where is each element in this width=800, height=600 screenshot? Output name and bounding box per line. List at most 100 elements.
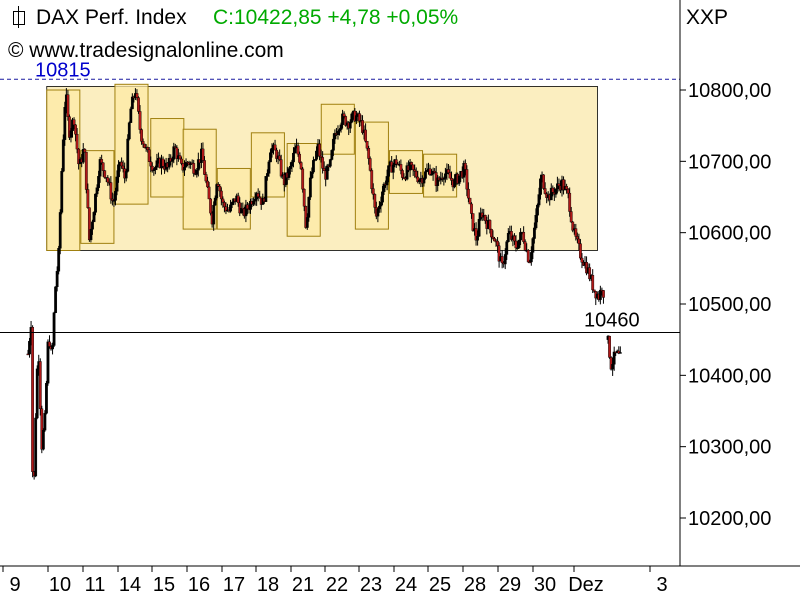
- candle-body: [505, 241, 509, 255]
- candle-body: [178, 155, 182, 160]
- candle-body: [588, 267, 592, 280]
- candle-body: [288, 166, 292, 169]
- candle-body: [330, 150, 334, 160]
- candle-body: [91, 221, 94, 230]
- candle-body: [608, 335, 611, 358]
- candle-body: [180, 158, 183, 164]
- candle-body: [106, 177, 110, 183]
- candle-body: [368, 158, 372, 171]
- candle-body: [367, 148, 371, 159]
- candle-body: [598, 289, 602, 300]
- candle-body: [83, 149, 87, 153]
- candle-body: [539, 178, 542, 195]
- candle-body: [140, 129, 143, 142]
- candle-body: [57, 248, 61, 272]
- x-tick-label: 11: [85, 574, 106, 596]
- candle-body: [476, 236, 480, 241]
- indicator-stem-icon: [18, 6, 19, 28]
- candle-body: [336, 130, 340, 135]
- candle-body: [443, 173, 447, 179]
- candle-body: [270, 148, 274, 153]
- candle-body: [448, 172, 452, 179]
- x-tick-label: 30: [534, 574, 556, 596]
- candle-body: [551, 187, 555, 193]
- candle-body: [568, 192, 572, 212]
- candle-body: [465, 169, 469, 190]
- candle-body: [522, 232, 526, 242]
- x-tick-label: 25: [429, 574, 451, 596]
- candle-body: [51, 345, 54, 350]
- chart-title: DAX Perf. Index: [36, 6, 187, 29]
- candle-body: [477, 218, 481, 237]
- candle-body: [575, 236, 579, 240]
- candle-body: [531, 238, 535, 253]
- candle-body: [382, 183, 386, 193]
- candle-body: [373, 194, 377, 208]
- candle-body: [554, 188, 558, 195]
- candle-body: [513, 235, 516, 242]
- candle-body: [450, 177, 453, 181]
- candle-body: [414, 170, 418, 178]
- candle-body: [129, 108, 133, 123]
- candle-body: [201, 148, 205, 161]
- candle-body: [574, 228, 578, 237]
- candle-body: [410, 162, 414, 166]
- sub-box: [80, 150, 115, 244]
- candle-body: [35, 368, 39, 419]
- candle-body: [348, 121, 352, 129]
- x-tick-label: 29: [499, 574, 521, 596]
- candle-body: [100, 159, 104, 164]
- candle-body: [399, 164, 403, 171]
- candle-body: [490, 228, 493, 238]
- candle-body: [514, 240, 518, 249]
- y-tick-label: 10600,00: [688, 223, 771, 245]
- candle-body: [94, 193, 97, 213]
- candle-body: [265, 173, 269, 177]
- y-tick-label: 10300,00: [688, 437, 771, 459]
- candle-body: [322, 168, 326, 172]
- candle-body: [81, 149, 85, 163]
- candle-body: [302, 188, 306, 207]
- candle-body: [61, 139, 65, 172]
- candle-body: [307, 196, 311, 218]
- candle-body: [591, 275, 595, 291]
- candle-body: [301, 168, 305, 190]
- candle-body: [207, 186, 211, 200]
- candle-body: [149, 161, 153, 167]
- candle-body: [602, 290, 605, 298]
- indicator-checkbox-icon[interactable]: [13, 11, 25, 25]
- candle-body: [305, 217, 309, 228]
- candle-body: [31, 327, 35, 472]
- candle-body: [483, 215, 487, 222]
- candle-body: [68, 116, 71, 138]
- candle-body: [411, 164, 415, 170]
- x-tick-label: 9: [9, 574, 20, 596]
- symbol-label: XXP: [686, 6, 729, 29]
- candle-body: [350, 113, 354, 123]
- candle-body: [138, 111, 142, 130]
- candle-body: [48, 341, 51, 347]
- candle-body: [290, 161, 294, 167]
- x-tick-label: 23: [360, 574, 382, 596]
- candle-body: [379, 201, 383, 207]
- candle-body: [526, 250, 530, 263]
- candle-body: [569, 211, 573, 223]
- candle-body: [425, 169, 429, 172]
- candle-body: [424, 171, 427, 179]
- candle-body: [278, 155, 282, 160]
- candle-body: [365, 141, 369, 149]
- candle-body: [519, 232, 522, 241]
- candle-body: [97, 176, 100, 188]
- candle-body: [230, 202, 234, 206]
- candle-body: [130, 96, 134, 110]
- candle-body: [534, 215, 538, 229]
- candle-body: [523, 241, 527, 251]
- candle-body: [98, 159, 102, 177]
- candle-body: [34, 417, 38, 477]
- y-tick-label: 10700,00: [688, 151, 771, 173]
- candle-body: [195, 169, 199, 175]
- candle-body: [321, 157, 325, 169]
- candle-body: [292, 152, 295, 163]
- candle-body: [422, 178, 426, 184]
